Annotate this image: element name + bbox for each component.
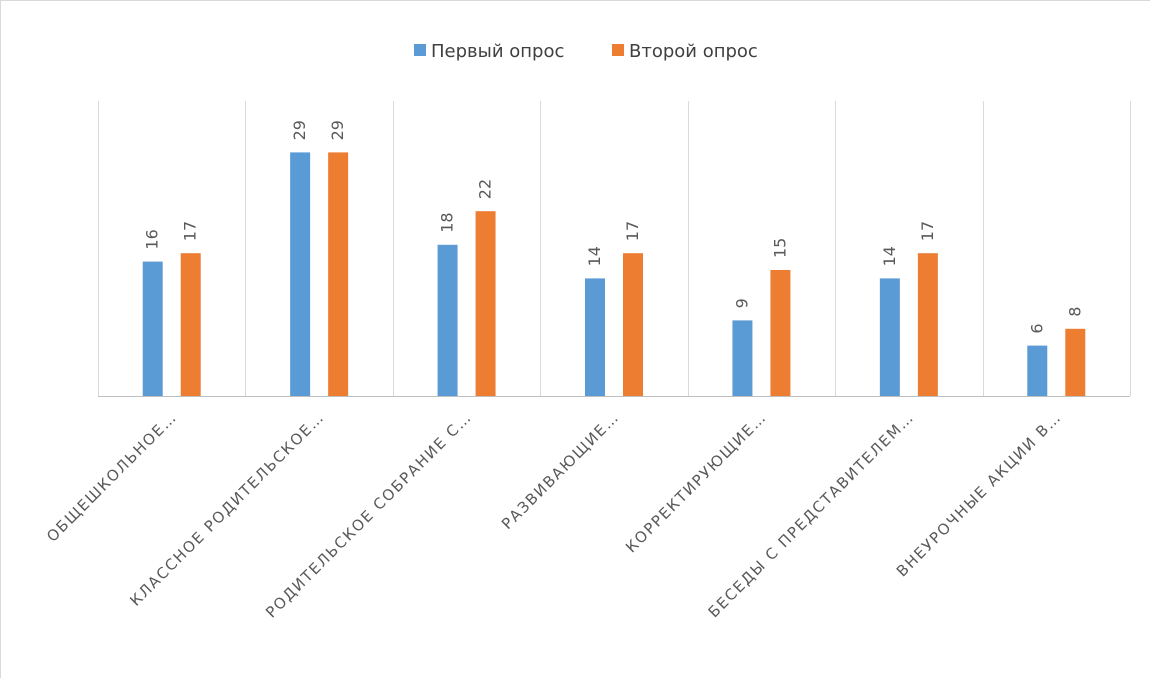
bar-series2-cat3: [475, 211, 496, 396]
bar-series2-cat5: [770, 270, 791, 396]
legend-swatch-2: [612, 44, 624, 56]
bar-series2-cat1: [180, 253, 201, 396]
bar-series1-cat1: [142, 261, 163, 396]
legend-label-1: Первый опрос: [431, 41, 564, 62]
bar-series1-cat5: [732, 320, 753, 396]
data-label-series2-cat2: 29: [328, 120, 347, 140]
data-label-series1-cat6: 14: [880, 246, 899, 266]
bar-series1-cat3: [437, 244, 458, 396]
data-labels-group: 16 17 29 29 18 22 14 17 9 15 14 17 6 8: [143, 120, 1085, 334]
bar-series1-cat4: [585, 278, 605, 396]
bar-series2-cat4: [623, 253, 643, 396]
bar-series2-cat2: [328, 152, 349, 396]
x-tick-labels: ОБЩЕШКОЛЬНОЕ…КЛАССНОЕ РОДИТЕЛЬСКОЕ…РОДИТ…: [43, 408, 1065, 621]
data-label-series2-cat1: 17: [181, 221, 200, 241]
data-label-series1-cat1: 16: [143, 229, 162, 249]
x-tick-label-7: ВНЕУРОЧНЫЕ АКЦИИ В…: [893, 408, 1065, 580]
bar-series1-cat7: [1027, 345, 1048, 396]
bars-group: [142, 152, 1086, 396]
data-label-series1-cat4: 14: [585, 246, 604, 266]
data-label-series2-cat5: 15: [770, 238, 789, 258]
category-gridlines: [98, 101, 1131, 396]
data-label-series2-cat7: 8: [1065, 307, 1084, 317]
legend-swatch-1: [414, 44, 426, 56]
bar-series1-cat2: [290, 152, 311, 396]
data-label-series1-cat2: 29: [290, 120, 309, 140]
legend: Первый опрос Второй опрос: [414, 41, 758, 62]
bar-series2-cat7: [1065, 328, 1086, 396]
data-label-series1-cat7: 6: [1027, 323, 1046, 333]
x-tick-label-1: ОБЩЕШКОЛЬНОЕ…: [43, 408, 180, 545]
x-tick-label-4: РАЗВИВАЮЩИЕ…: [498, 408, 623, 533]
legend-label-2: Второй опрос: [629, 41, 758, 62]
data-label-series1-cat3: 18: [438, 212, 457, 232]
data-label-series2-cat4: 17: [623, 221, 642, 241]
data-label-series2-cat3: 22: [476, 179, 495, 199]
bar-series1-cat6: [879, 278, 900, 396]
bar-series2-cat6: [917, 253, 938, 396]
data-label-series2-cat6: 17: [918, 221, 937, 241]
x-tick-label-5: КОРРЕКТИРУЮЩИЕ…: [622, 408, 770, 556]
data-label-series1-cat5: 9: [732, 298, 751, 308]
